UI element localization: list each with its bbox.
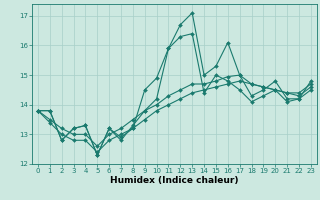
X-axis label: Humidex (Indice chaleur): Humidex (Indice chaleur) [110, 176, 239, 185]
